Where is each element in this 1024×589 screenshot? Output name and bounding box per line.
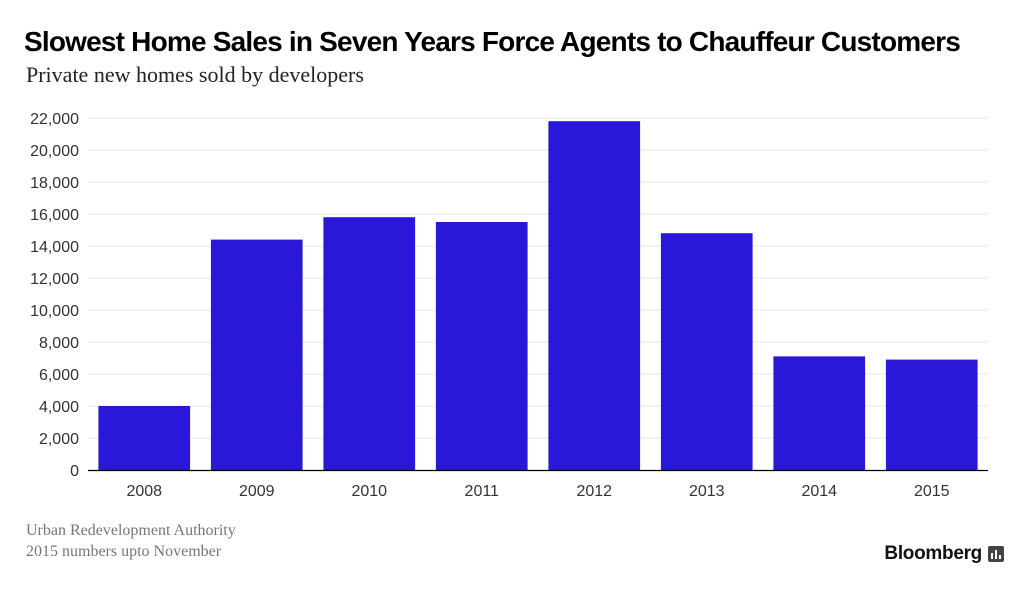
y-tick-label: 16,000 bbox=[30, 207, 79, 224]
y-tick-label: 20,000 bbox=[30, 143, 79, 160]
bar-2012 bbox=[548, 121, 641, 470]
brand-name: Bloomberg bbox=[884, 543, 982, 564]
bloomberg-chart-icon bbox=[988, 546, 1004, 562]
x-tick-label: 2015 bbox=[914, 483, 950, 500]
x-tick-label: 2014 bbox=[801, 483, 837, 500]
y-tick-label: 6,000 bbox=[39, 367, 79, 384]
y-tick-label: 14,000 bbox=[30, 239, 79, 256]
x-tick-label: 2011 bbox=[465, 483, 500, 500]
x-tick-label: 2009 bbox=[239, 483, 275, 500]
x-tick-label: 2012 bbox=[576, 483, 612, 500]
y-tick-label: 8,000 bbox=[39, 335, 79, 352]
x-tick-label: 2010 bbox=[351, 483, 387, 500]
y-tick-label: 10,000 bbox=[30, 303, 79, 320]
bar-2014 bbox=[773, 356, 866, 470]
y-tick-label: 2,000 bbox=[39, 431, 79, 448]
bar-2013 bbox=[660, 233, 753, 470]
bar-2011 bbox=[435, 222, 528, 470]
source-note: Urban Redevelopment Authority bbox=[26, 522, 236, 539]
y-tick-label: 0 bbox=[70, 463, 79, 480]
chart-subtitle: Private new homes sold by developers bbox=[26, 62, 364, 87]
bar-2015 bbox=[885, 359, 978, 470]
bar-2010 bbox=[323, 217, 416, 470]
y-axis-ticks: 0 2,000 4,000 6,000 8,000 10,000 12,000 14,000 1… bbox=[30, 111, 79, 480]
brand-logo: Bloomberg bbox=[884, 543, 1004, 565]
y-tick-label: 12,000 bbox=[30, 271, 79, 288]
y-tick-label: 22,000 bbox=[30, 111, 79, 128]
bars bbox=[98, 121, 978, 470]
data-note: 2015 numbers upto November bbox=[26, 543, 222, 560]
x-tick-label: 2008 bbox=[126, 483, 162, 500]
y-tick-label: 18,000 bbox=[30, 175, 79, 192]
x-axis-ticks: 2008 2009 2010 2011 2012 2013 2014 2015 bbox=[126, 483, 949, 500]
x-tick-label: 2013 bbox=[689, 483, 725, 500]
y-tick-label: 4,000 bbox=[39, 399, 79, 416]
bar-2009 bbox=[210, 239, 303, 470]
chart-title: Slowest Home Sales in Seven Years Force … bbox=[24, 26, 961, 57]
bar-2008 bbox=[98, 406, 191, 470]
bar-chart: 0 2,000 4,000 6,000 8,000 10,000 12,000 14,000 1… bbox=[30, 111, 988, 500]
chart-footer: Urban Redevelopment Authority 2015 numbe… bbox=[26, 520, 236, 562]
